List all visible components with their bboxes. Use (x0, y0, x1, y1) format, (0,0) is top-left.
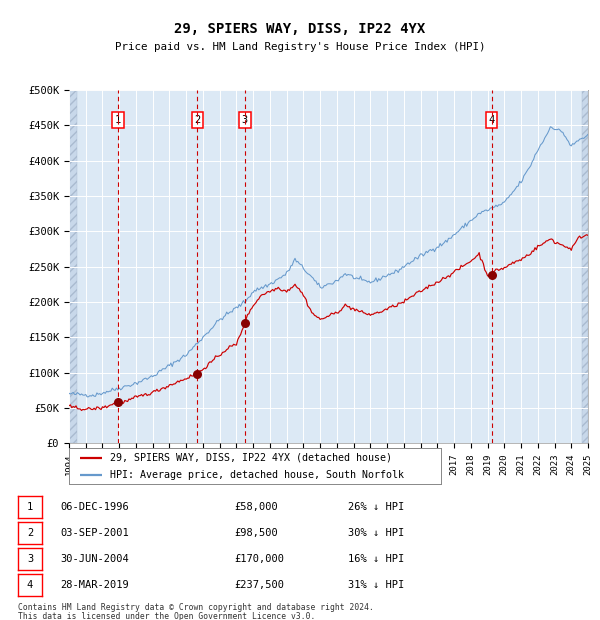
Text: 03-SEP-2001: 03-SEP-2001 (60, 528, 129, 538)
Text: 29, SPIERS WAY, DISS, IP22 4YX: 29, SPIERS WAY, DISS, IP22 4YX (175, 22, 425, 36)
Text: 06-DEC-1996: 06-DEC-1996 (60, 502, 129, 512)
Text: Price paid vs. HM Land Registry's House Price Index (HPI): Price paid vs. HM Land Registry's House … (115, 42, 485, 52)
Text: 28-MAR-2019: 28-MAR-2019 (60, 580, 129, 590)
Text: Contains HM Land Registry data © Crown copyright and database right 2024.: Contains HM Land Registry data © Crown c… (18, 603, 374, 612)
Text: £170,000: £170,000 (234, 554, 284, 564)
Bar (581, 90, 589, 443)
Text: This data is licensed under the Open Government Licence v3.0.: This data is licensed under the Open Gov… (18, 612, 316, 620)
Text: £237,500: £237,500 (234, 580, 284, 590)
Text: 3: 3 (27, 554, 33, 564)
Text: 1: 1 (115, 115, 121, 125)
Text: 26% ↓ HPI: 26% ↓ HPI (348, 502, 404, 512)
Text: £98,500: £98,500 (234, 528, 278, 538)
Bar (69, 90, 77, 443)
Text: 3: 3 (242, 115, 248, 125)
Text: 16% ↓ HPI: 16% ↓ HPI (348, 554, 404, 564)
Text: £58,000: £58,000 (234, 502, 278, 512)
Text: 2: 2 (194, 115, 200, 125)
Text: 1: 1 (27, 502, 33, 512)
Text: HPI: Average price, detached house, South Norfolk: HPI: Average price, detached house, Sout… (110, 470, 404, 480)
Text: 29, SPIERS WAY, DISS, IP22 4YX (detached house): 29, SPIERS WAY, DISS, IP22 4YX (detached… (110, 453, 392, 463)
Text: 2: 2 (27, 528, 33, 538)
Text: 30-JUN-2004: 30-JUN-2004 (60, 554, 129, 564)
Text: 31% ↓ HPI: 31% ↓ HPI (348, 580, 404, 590)
Text: 30% ↓ HPI: 30% ↓ HPI (348, 528, 404, 538)
Text: 4: 4 (27, 580, 33, 590)
Text: 4: 4 (488, 115, 495, 125)
